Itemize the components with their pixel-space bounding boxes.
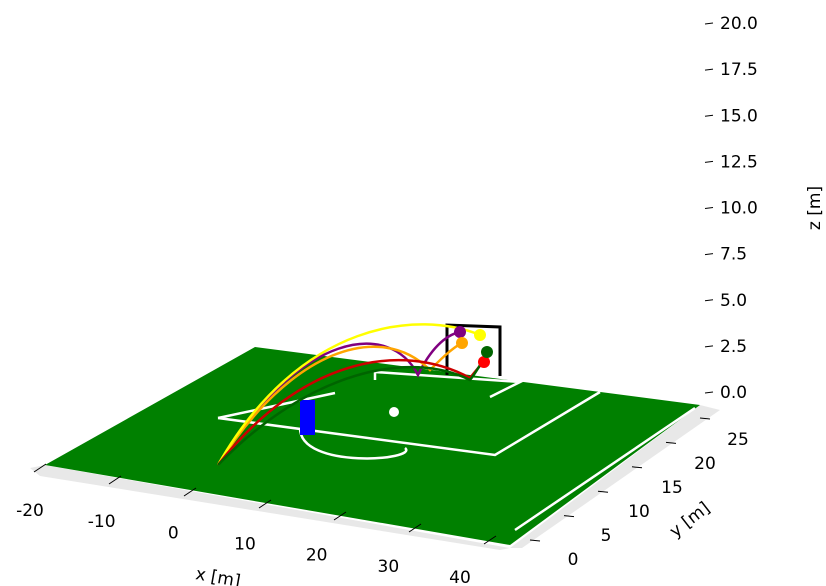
ball bbox=[478, 356, 490, 368]
y-tick-label: 15 bbox=[661, 478, 683, 498]
y-tick-label: 10 bbox=[628, 502, 650, 522]
z-tick bbox=[704, 299, 714, 302]
x-tick-label: 30 bbox=[378, 557, 400, 577]
ball bbox=[454, 326, 466, 338]
x-tick-label: 40 bbox=[449, 568, 471, 586]
y-tick-label: 5 bbox=[601, 526, 612, 546]
x-tick bbox=[258, 499, 272, 509]
z-tick-label: 15.0 bbox=[720, 106, 758, 126]
z-tick-label: 7.5 bbox=[720, 245, 747, 265]
y-tick bbox=[699, 417, 711, 420]
x-tick-label: 20 bbox=[306, 546, 328, 566]
wall bbox=[300, 400, 315, 435]
axis-pane bbox=[30, 465, 510, 550]
x-tick bbox=[483, 535, 497, 545]
ball bbox=[481, 346, 493, 358]
axis-pane bbox=[510, 405, 720, 548]
z-tick-label: 17.5 bbox=[720, 60, 758, 80]
y-tick bbox=[597, 490, 609, 493]
z-tick bbox=[704, 345, 714, 348]
z-tick-label: 12.5 bbox=[720, 152, 758, 172]
y-tick-label: 0 bbox=[568, 550, 579, 570]
y-axis-label: y [m] bbox=[666, 498, 714, 542]
z-tick bbox=[704, 114, 714, 117]
z-tick bbox=[704, 68, 714, 71]
x-tick bbox=[333, 511, 347, 521]
z-tick-label: 5.0 bbox=[720, 291, 747, 311]
x-tick-label: 0 bbox=[168, 523, 179, 543]
y-tick-label: 25 bbox=[727, 430, 749, 450]
pitch bbox=[45, 347, 700, 545]
y-tick bbox=[563, 515, 575, 518]
x-tick-label: -10 bbox=[88, 512, 116, 532]
y-tick bbox=[529, 539, 541, 542]
y-tick-label: 20 bbox=[694, 454, 716, 474]
x-tick bbox=[33, 463, 47, 473]
z-tick bbox=[704, 207, 714, 209]
z-tick bbox=[704, 160, 714, 163]
z-tick bbox=[704, 22, 714, 25]
x-tick bbox=[108, 475, 122, 485]
penalty-spot bbox=[389, 407, 399, 417]
x-axis-label: x [m] bbox=[194, 564, 242, 586]
ball bbox=[456, 337, 468, 349]
goal bbox=[445, 323, 502, 376]
ball bbox=[474, 329, 486, 341]
z-tick-label: 2.5 bbox=[720, 337, 747, 357]
x-tick bbox=[183, 487, 197, 497]
z-tick bbox=[704, 391, 714, 394]
z-tick-label: 10.0 bbox=[720, 199, 758, 219]
z-axis-label: z [m] bbox=[805, 186, 825, 230]
y-tick bbox=[631, 466, 643, 469]
z-tick bbox=[704, 253, 714, 256]
z-tick-label: 20.0 bbox=[720, 14, 758, 34]
x-tick bbox=[408, 523, 422, 533]
x-tick-label: 10 bbox=[234, 535, 256, 555]
z-tick-label: 0.0 bbox=[720, 383, 747, 403]
x-tick-label: -20 bbox=[16, 501, 44, 521]
y-tick bbox=[665, 441, 677, 444]
